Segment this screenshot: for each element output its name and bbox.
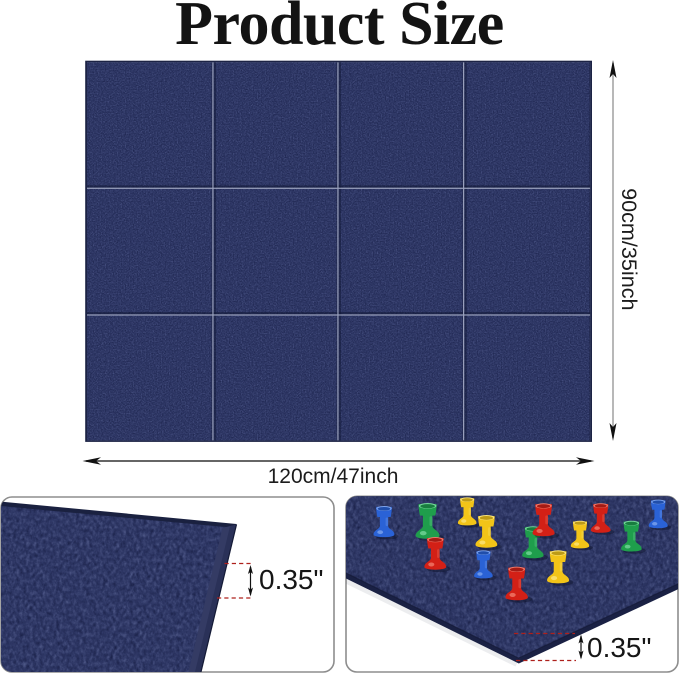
svg-text:0.35": 0.35"	[259, 564, 323, 595]
svg-text:0.35": 0.35"	[587, 632, 651, 663]
svg-text:90cm/35inch: 90cm/35inch	[617, 188, 642, 310]
svg-text:120cm/47inch: 120cm/47inch	[268, 465, 399, 488]
